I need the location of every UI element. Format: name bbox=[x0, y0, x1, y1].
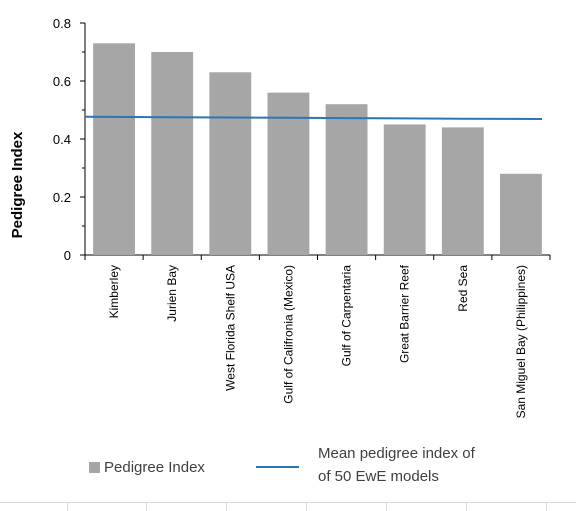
legend-bar-swatch bbox=[89, 462, 100, 473]
x-tick-label: Great Barrier Reef bbox=[398, 264, 412, 363]
frame-tick bbox=[386, 502, 387, 511]
x-tick-labels: Kimberley Jurien Bay West Florida Shelf US… bbox=[107, 264, 528, 418]
bar bbox=[267, 92, 310, 255]
x-tick-label: San Miguel Bay (Philippines) bbox=[514, 265, 528, 418]
x-tick-label: Gulf of Carpentaria bbox=[340, 265, 354, 367]
frame-tick bbox=[67, 502, 68, 511]
frame-tick bbox=[146, 502, 147, 511]
bar bbox=[325, 104, 368, 255]
bar bbox=[383, 124, 426, 255]
bar bbox=[93, 43, 135, 255]
frame-tick bbox=[306, 502, 307, 511]
bar bbox=[441, 127, 484, 255]
frame-divider bbox=[0, 502, 576, 503]
x-tick-label: Jurien Bay bbox=[165, 265, 179, 322]
x-tick-label: Red Sea bbox=[456, 265, 470, 312]
mean-line-group bbox=[84, 115, 543, 120]
y-tick-label: 0.6 bbox=[53, 74, 71, 89]
y-ticks: 0 0.2 0.4 0.6 0.8 bbox=[53, 16, 85, 263]
y-tick-label: 0.8 bbox=[53, 16, 71, 31]
y-axis-label: Pedigree Index bbox=[9, 131, 26, 238]
bar bbox=[209, 72, 252, 255]
legend-line-label-2: of 50 EwE models bbox=[318, 468, 439, 485]
x-tick-label: Kimberley bbox=[107, 265, 121, 318]
y-tick-label: 0.2 bbox=[53, 190, 71, 205]
bars bbox=[93, 43, 542, 255]
legend-bar-label: Pedigree Index bbox=[104, 459, 205, 476]
bar bbox=[151, 52, 194, 255]
y-tick-label: 0.4 bbox=[53, 132, 71, 147]
frame-tick bbox=[546, 502, 547, 511]
y-tick-label: 0 bbox=[64, 248, 71, 263]
legend-line-swatch bbox=[256, 466, 299, 468]
mean-line bbox=[84, 115, 543, 120]
legend-line-label-1: Mean pedigree index of bbox=[318, 445, 475, 462]
frame-tick bbox=[226, 502, 227, 511]
x-tick-label: Gulf of Califronia (Mexico) bbox=[281, 265, 295, 404]
x-tick-label: West Florida Shelf USA bbox=[223, 265, 237, 391]
frame-tick bbox=[466, 502, 467, 511]
bar bbox=[500, 173, 542, 255]
